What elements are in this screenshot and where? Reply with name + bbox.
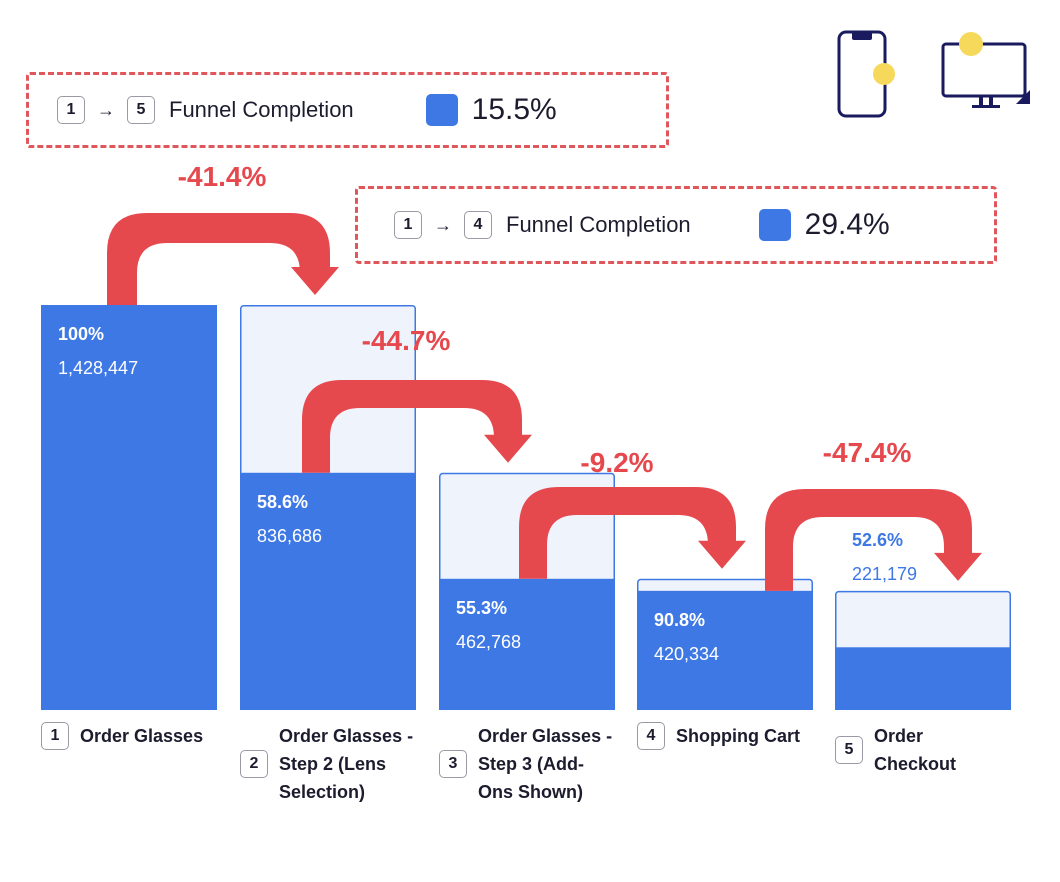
- desktop-monitor-icon: [938, 28, 1034, 117]
- count-label: 836,686: [257, 526, 322, 546]
- step-label-5: 5 Order Checkout: [835, 722, 1015, 778]
- step-label-2: 2 Order Glasses - Step 2 (Lens Selection…: [240, 722, 420, 806]
- step-label-text: Order Glasses: [80, 726, 204, 746]
- bar-step-2: [240, 472, 416, 710]
- completion-label: Funnel Completion: [169, 97, 354, 122]
- count-label: 221,179: [852, 564, 917, 584]
- completion-box-1-to-4: 1 → 4 Funnel Completion 29.4%: [355, 186, 997, 264]
- step-chip-to: 4: [464, 211, 492, 239]
- bar-step-1: [41, 305, 217, 710]
- step-label-text: Order Glasses - Step 3 (Add-Ons Shown): [478, 726, 613, 802]
- step-label-4: 4 Shopping Cart: [637, 722, 817, 750]
- conversion-label: 90.8%: [654, 610, 705, 630]
- step-chip-from: 1: [57, 96, 85, 124]
- completion-value: 15.5%: [471, 93, 557, 126]
- bar-step-3: [439, 578, 615, 710]
- conversion-label: 58.6%: [257, 492, 308, 512]
- step-label-text: Order Glasses - Step 2 (Lens Selection): [279, 726, 414, 802]
- step-chip-from: 1: [394, 211, 422, 239]
- dropoff-label: -9.2%: [580, 447, 653, 478]
- completion-box-1-to-5: 1 → 5 Funnel Completion 15.5%: [26, 72, 669, 148]
- step-label-3: 3 Order Glasses - Step 3 (Add-Ons Shown): [439, 722, 619, 806]
- step-number-chip: 1: [41, 722, 69, 750]
- count-label: 420,334: [654, 644, 719, 664]
- step-number-chip: 3: [439, 750, 467, 778]
- completion-value: 29.4%: [804, 208, 890, 241]
- step-label-text: Order Checkout: [874, 726, 957, 774]
- conversion-label: 100%: [58, 324, 104, 344]
- count-label: 1,428,447: [58, 358, 138, 378]
- completion-label: Funnel Completion: [506, 212, 691, 237]
- dropoff-label: -44.7%: [362, 325, 451, 356]
- dropoff-arrow-4: [765, 489, 982, 591]
- mobile-phone-icon: [836, 28, 898, 125]
- count-label: 462,768: [456, 632, 521, 652]
- right-arrow-icon: →: [97, 99, 115, 120]
- step-label-1: 1 Order Glasses: [41, 722, 231, 750]
- completion-swatch: [425, 94, 458, 126]
- bar-step-4: [637, 590, 813, 710]
- completion-swatch: [758, 209, 791, 241]
- right-arrow-icon: →: [434, 214, 452, 235]
- dropoff-arrow-2: [302, 380, 532, 473]
- dropoff-arrow-3: [519, 487, 746, 579]
- dropoff-label: -47.4%: [823, 437, 912, 468]
- step-number-chip: 2: [240, 750, 268, 778]
- step-chip-to: 5: [127, 96, 155, 124]
- conversion-label: 52.6%: [852, 530, 903, 550]
- conversion-label: 55.3%: [456, 598, 507, 618]
- dropoff-label: -41.4%: [178, 161, 267, 192]
- bar-step-5: [835, 647, 1011, 710]
- dropoff-arrow-1: [107, 213, 339, 305]
- step-label-text: Shopping Cart: [676, 726, 800, 746]
- step-number-chip: 5: [835, 736, 863, 764]
- step-number-chip: 4: [637, 722, 665, 750]
